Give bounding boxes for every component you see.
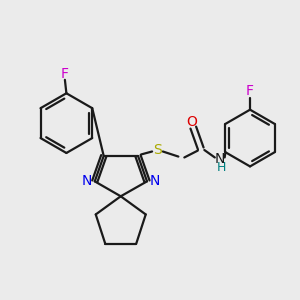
Text: F: F [61, 67, 69, 81]
Text: F: F [246, 84, 254, 98]
Text: N: N [215, 152, 225, 166]
Text: N: N [149, 174, 160, 188]
Text: O: O [186, 115, 197, 129]
Text: N: N [82, 174, 92, 188]
Text: H: H [217, 161, 226, 174]
Text: S: S [153, 143, 162, 157]
